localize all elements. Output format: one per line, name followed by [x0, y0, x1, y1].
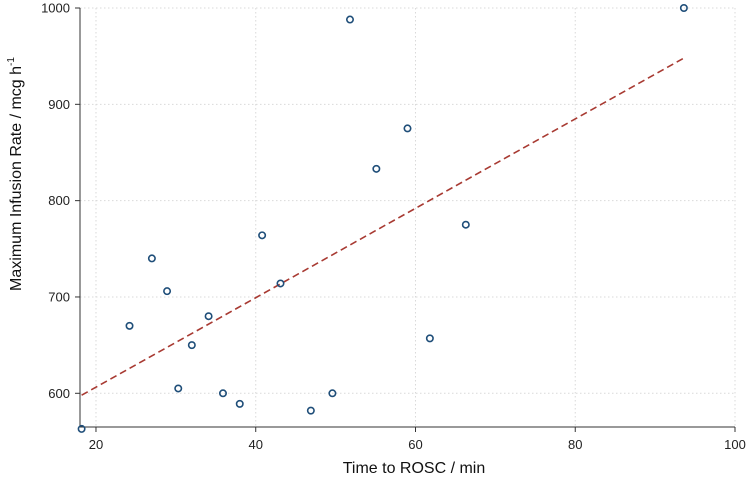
x-tick-label: 60: [408, 437, 422, 452]
data-point: [276, 279, 285, 288]
data-point: [345, 15, 354, 24]
data-point: [403, 124, 412, 133]
data-point: [328, 389, 337, 398]
y-axis-title-superscript: -1: [6, 57, 17, 66]
fit-line-group: [81, 57, 685, 396]
axes: 20 40 60 80 100 600 700 800 900 1000: [41, 1, 746, 453]
data-point: [125, 321, 134, 330]
data-point: [306, 406, 315, 415]
data-point: [679, 4, 688, 13]
y-tick-label: 900: [48, 97, 70, 112]
y-tick-label: 1000: [41, 1, 70, 16]
data-point: [187, 341, 196, 350]
y-tick-label: 700: [48, 289, 70, 304]
data-point: [258, 231, 267, 240]
data-point: [147, 254, 156, 263]
y-tick-label: 600: [48, 386, 70, 401]
x-axis-title: Time to ROSC / min: [343, 460, 486, 477]
y-axis-title-main: Maximum Infusion Rate / mcg h: [8, 66, 25, 291]
data-point: [461, 220, 470, 229]
data-points: [77, 4, 688, 433]
x-tick-label: 80: [568, 437, 582, 452]
data-point: [372, 164, 381, 173]
data-point: [218, 389, 227, 398]
data-point: [77, 424, 86, 433]
y-axis-title: Maximum Infusion Rate / mcg h-1: [6, 57, 25, 291]
data-point: [204, 312, 213, 321]
data-point: [425, 334, 434, 343]
x-tick-label: 100: [724, 437, 746, 452]
data-point: [174, 384, 183, 393]
x-tick-label: 20: [89, 437, 103, 452]
fit-line: [81, 57, 685, 396]
y-tick-label: 800: [48, 193, 70, 208]
data-point: [235, 399, 244, 408]
x-tick-label: 40: [248, 437, 262, 452]
data-point: [163, 287, 172, 296]
grid-lines: [80, 7, 736, 427]
